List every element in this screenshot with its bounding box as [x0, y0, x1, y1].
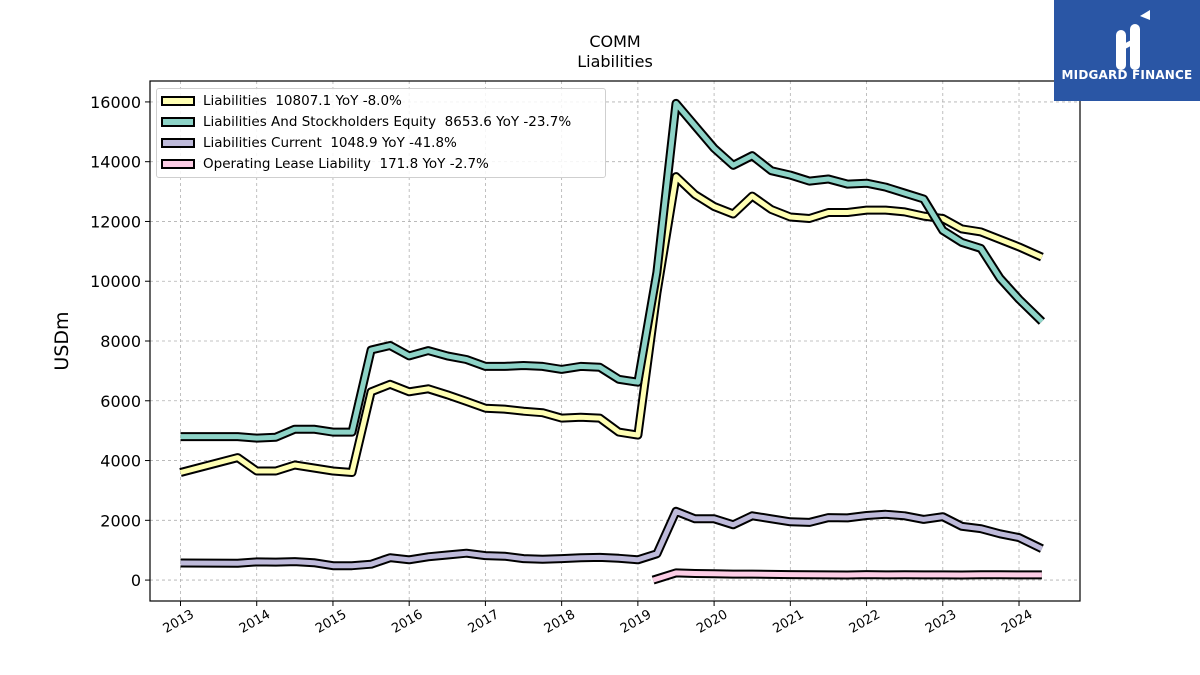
- legend-swatch: [161, 138, 195, 148]
- x-tick-label: 2019: [618, 607, 654, 637]
- y-tick-label: 16000: [90, 93, 141, 112]
- logo-text: MIDGARD FINANCE: [1061, 68, 1193, 82]
- legend-item-liabilities-current: Liabilities Current 1048.9 YoY -41.8%: [161, 133, 457, 153]
- y-tick-label: 6000: [100, 392, 141, 411]
- series-liabilities-current: [180, 506, 1044, 571]
- legend-label: Liabilities Current 1048.9 YoY -41.8%: [203, 135, 457, 151]
- x-tick-label: 2013: [161, 607, 197, 637]
- logo-icon: [1116, 10, 1150, 70]
- x-tick-label: 2023: [923, 607, 959, 637]
- y-tick-label: 10000: [90, 272, 141, 291]
- x-tick-label: 2020: [694, 607, 730, 637]
- x-tick-label: 2024: [999, 607, 1035, 637]
- legend-swatch: [161, 117, 195, 127]
- series-line: [180, 508, 1043, 569]
- y-tick-label: 4000: [100, 452, 141, 471]
- x-tick-label: 2016: [389, 607, 425, 637]
- legend-label: Liabilities And Stockholders Equity 8653…: [203, 114, 572, 130]
- chart-title: COMM: [589, 32, 641, 51]
- y-tick-label: 14000: [90, 153, 141, 172]
- series-line: [652, 570, 1042, 583]
- series-layer: [179, 98, 1046, 585]
- y-tick-label: 2000: [100, 511, 141, 530]
- x-tick-label: 2018: [542, 607, 578, 637]
- legend-label: Liabilities 10807.1 YoY -8.0%: [203, 93, 402, 109]
- y-axis-label: USDm: [51, 311, 73, 370]
- series-liabilities: [179, 172, 1044, 477]
- series-operating-lease-liability: [651, 568, 1042, 585]
- x-tick-label: 2021: [770, 607, 806, 637]
- series-line: [179, 174, 1043, 475]
- legend-item-liabilities-and-stockholders-equity: Liabilities And Stockholders Equity 8653…: [161, 112, 571, 132]
- legend-swatch: [161, 159, 195, 169]
- chart-subtitle: Liabilities: [577, 52, 653, 71]
- x-tick-label: 2022: [847, 607, 883, 637]
- y-tick-label: 0: [131, 571, 141, 590]
- axes-frame: [149, 80, 1081, 602]
- legend-label: Operating Lease Liability 171.8 YoY -2.7…: [203, 156, 489, 172]
- brand-logo: MIDGARD FINANCE: [1054, 0, 1200, 101]
- legend-item-liabilities: Liabilities 10807.1 YoY -8.0%: [161, 91, 402, 111]
- legend: Liabilities 10807.1 YoY -8.0% Liabilitie…: [156, 88, 606, 178]
- legend-item-operating-lease-liability: Operating Lease Liability 171.8 YoY -2.7…: [161, 154, 489, 174]
- legend-swatch: [161, 96, 195, 106]
- series-liabilities-and-stockholders-equity: [180, 98, 1046, 443]
- x-tick-label: 2014: [237, 607, 273, 637]
- y-tick-label: 8000: [100, 332, 141, 351]
- x-tick-label: 2015: [313, 607, 349, 637]
- series-line: [180, 100, 1044, 441]
- y-tick-label: 12000: [90, 212, 141, 231]
- x-tick-label: 2017: [466, 607, 502, 637]
